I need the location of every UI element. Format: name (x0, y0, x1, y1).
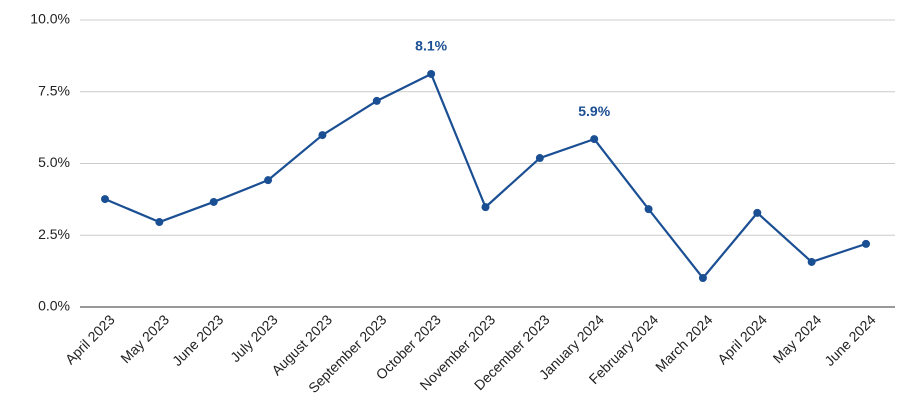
point (427, 69, 436, 78)
y-tick-label: 5.0% (38, 154, 70, 170)
x-tick-label: April 2024 (714, 311, 770, 367)
x-tick-label: April 2023 (62, 311, 118, 367)
y-tick-label: 0.0% (38, 298, 70, 314)
y-tick-label: 7.5% (38, 82, 70, 98)
value-label: 8.1% (415, 38, 447, 54)
point (698, 274, 707, 283)
point (644, 205, 653, 214)
line (104, 72, 867, 280)
point (372, 96, 381, 105)
point (807, 257, 816, 266)
x-tick-label: May 2024 (770, 311, 825, 366)
point (535, 154, 544, 163)
value-label: 5.9% (578, 103, 610, 119)
point (753, 208, 762, 217)
point (318, 131, 327, 140)
x-tick-label: May 2023 (117, 311, 172, 366)
point (209, 197, 218, 206)
x-tick-label: March 2024 (652, 311, 716, 375)
point (264, 176, 273, 185)
point (590, 135, 599, 144)
point (155, 218, 164, 227)
point (862, 239, 870, 248)
point (481, 203, 490, 212)
y-tick-label: 10.0% (30, 11, 70, 27)
x-tick-label: June 2023 (169, 311, 227, 369)
y-tick-label: 2.5% (38, 226, 70, 242)
x-tick-label: July 2023 (227, 311, 281, 365)
point (101, 195, 109, 204)
x-tick-label: June 2024 (821, 311, 879, 369)
